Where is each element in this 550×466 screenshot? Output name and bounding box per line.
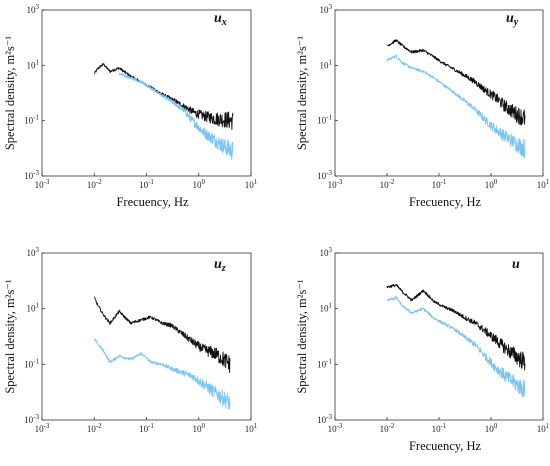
x-axis-label: Frecuency, Hz <box>409 439 482 453</box>
y-tick-label: 10-3 <box>317 413 332 425</box>
series-line-blue <box>386 295 526 398</box>
series-line-black <box>386 39 526 126</box>
x-tick-label: 10-1 <box>139 422 154 434</box>
x-tick-label: 101 <box>245 178 258 190</box>
x-axis-label: Frecuency, Hz <box>409 195 482 209</box>
y-tick-label: 101 <box>27 58 40 70</box>
x-tick-label: 10-2 <box>380 178 395 190</box>
y-tick-label: 101 <box>27 302 40 314</box>
y-tick-label: 10-3 <box>24 169 39 181</box>
y-tick-label: 10-3 <box>317 169 332 181</box>
x-tick-label: 10-1 <box>432 422 447 434</box>
x-tick-label: 100 <box>485 178 498 190</box>
x-tick-label: 10-3 <box>328 178 343 190</box>
y-tick-label: 103 <box>27 3 40 15</box>
x-tick-label: 101 <box>245 422 258 434</box>
y-axis-label: Spectral density, m²s⁻¹ <box>295 279 309 394</box>
x-tick-label: 101 <box>537 422 550 434</box>
plot-frame <box>334 252 544 421</box>
panel-1: 10-3 10-2 10-1 100 101 10-3 10-1 101 103 ux Spectr… <box>3 3 258 209</box>
panel-title: ux <box>214 11 227 28</box>
x-tick-label: 10-3 <box>35 422 50 434</box>
y-tick-label: 103 <box>27 246 40 258</box>
x-tick-label: 100 <box>193 422 206 434</box>
series-line-black <box>386 283 526 371</box>
series-line-blue <box>386 54 526 158</box>
panel-title: uz <box>214 257 226 274</box>
panel-4: 10-3 10-2 10-1 100 101 103 101 10-1 10-3 u Spectra… <box>295 246 550 453</box>
y-tick-label: 10-1 <box>317 357 332 369</box>
panel-title: u <box>512 257 520 272</box>
panel-title: uy <box>506 11 519 28</box>
x-tick-label: 10-2 <box>380 422 395 434</box>
series-line-black <box>93 62 234 130</box>
panel-2: 10-3 10-2 10-1 100 101 10-3 10-1 101 103 uy Spectr… <box>295 3 550 209</box>
y-tick-label: 101 <box>320 302 333 314</box>
y-axis-label: Spectral density, m²s⁻¹ <box>3 279 17 394</box>
y-axis-label: Spectral density, m²s⁻¹ <box>295 36 309 151</box>
x-axis-label: Frecuency, Hz <box>116 195 189 209</box>
x-tick-label: 101 <box>537 178 550 190</box>
y-tick-label: 10-1 <box>24 114 39 126</box>
x-tick-label: 100 <box>193 178 206 190</box>
y-tick-label: 103 <box>320 3 333 15</box>
y-tick-label: 10-1 <box>317 114 332 126</box>
y-tick-label: 10-1 <box>24 357 39 369</box>
x-tick-label: 100 <box>485 422 498 434</box>
x-tick-label: 10-2 <box>87 422 102 434</box>
plot-frame <box>334 9 544 177</box>
series-line-black <box>94 296 231 373</box>
y-axis-label: Spectral density, m²s⁻¹ <box>3 36 17 151</box>
x-tick-label: 10-1 <box>432 178 447 190</box>
x-tick-label: 10-1 <box>139 178 154 190</box>
x-tick-label: 10-3 <box>35 178 50 190</box>
x-tick-label: 10-3 <box>328 422 343 434</box>
panel-3: 10-3 10-2 10-1 100 101 10-3 10-1 101 103 uz Spectr… <box>3 246 258 434</box>
plot-frame <box>41 9 252 177</box>
y-tick-label: 103 <box>320 246 333 258</box>
x-tick-label: 10-2 <box>87 178 102 190</box>
y-tick-label: 101 <box>320 58 333 70</box>
series-line-blue <box>118 72 234 160</box>
series-line-blue <box>93 338 231 410</box>
y-tick-label: 10-3 <box>24 413 39 425</box>
